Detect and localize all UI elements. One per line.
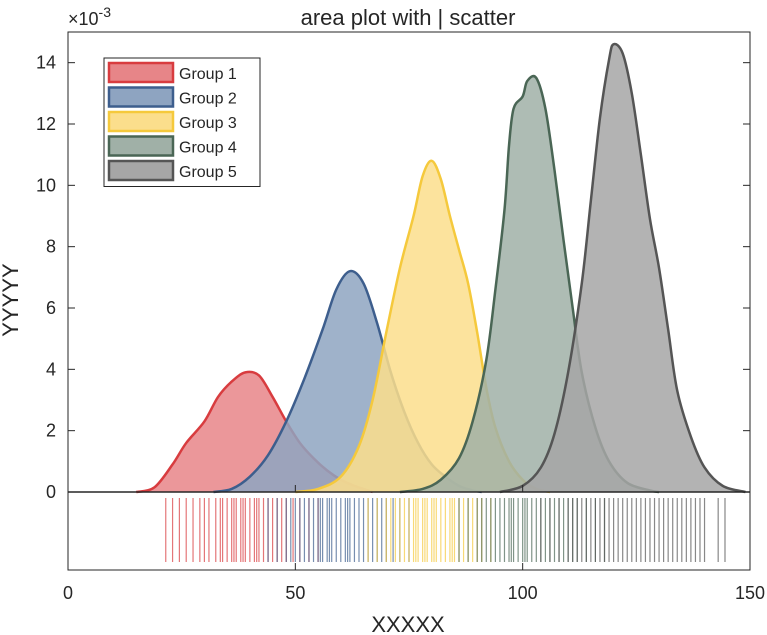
legend-label-group-5: Group 5 <box>179 164 237 181</box>
area-outline-group-5 <box>499 42 746 494</box>
legend-label-group-4: Group 4 <box>179 140 237 157</box>
y-tick-label: 2 <box>46 421 56 441</box>
x-tick-label: 50 <box>285 583 305 603</box>
plot-area <box>68 42 750 494</box>
y-tick-label: 6 <box>46 298 56 318</box>
x-tick-label: 0 <box>63 583 73 603</box>
y-axis: 0 2 4 6 8 10 12 14 <box>36 53 750 502</box>
legend-swatch-group-2 <box>107 86 175 108</box>
x-axis: 0 50 100 150 <box>63 485 765 603</box>
legend-label-group-1: Group 1 <box>179 66 237 83</box>
legend-label-group-2: Group 2 <box>179 91 237 108</box>
y-tick-label: 8 <box>46 237 56 257</box>
area-fill-group-5 <box>499 44 746 493</box>
y-tick-label: 4 <box>46 359 56 379</box>
strip-axes-frame <box>67 491 751 571</box>
x-axis-label: XXXXX <box>371 612 445 635</box>
y-tick-label: 10 <box>36 175 56 195</box>
x-tick-label: 150 <box>735 583 765 603</box>
legend-swatch-group-5 <box>107 159 175 182</box>
chart-title: area plot with | scatter <box>301 5 516 30</box>
y-tick-label: 0 <box>46 482 56 502</box>
area-fill-group-4 <box>399 76 660 493</box>
legend-label-group-3: Group 3 <box>179 115 237 132</box>
y-axis-label: YYYYY <box>0 263 23 337</box>
legend: Group 1 Group 2 Group 3 Group 4 Group 5 <box>103 57 261 187</box>
scatter-strip <box>165 498 726 562</box>
legend-swatch-group-3 <box>107 110 175 133</box>
legend-swatch-group-4 <box>107 135 175 157</box>
y-tick-label: 12 <box>36 114 56 134</box>
y-tick-label: 14 <box>36 53 56 73</box>
y-exponent-value: -3 <box>99 4 112 20</box>
x-tick-label: 100 <box>508 583 538 603</box>
legend-swatch-group-1 <box>107 61 175 84</box>
y-exponent-label: ×10-3 <box>68 4 111 29</box>
